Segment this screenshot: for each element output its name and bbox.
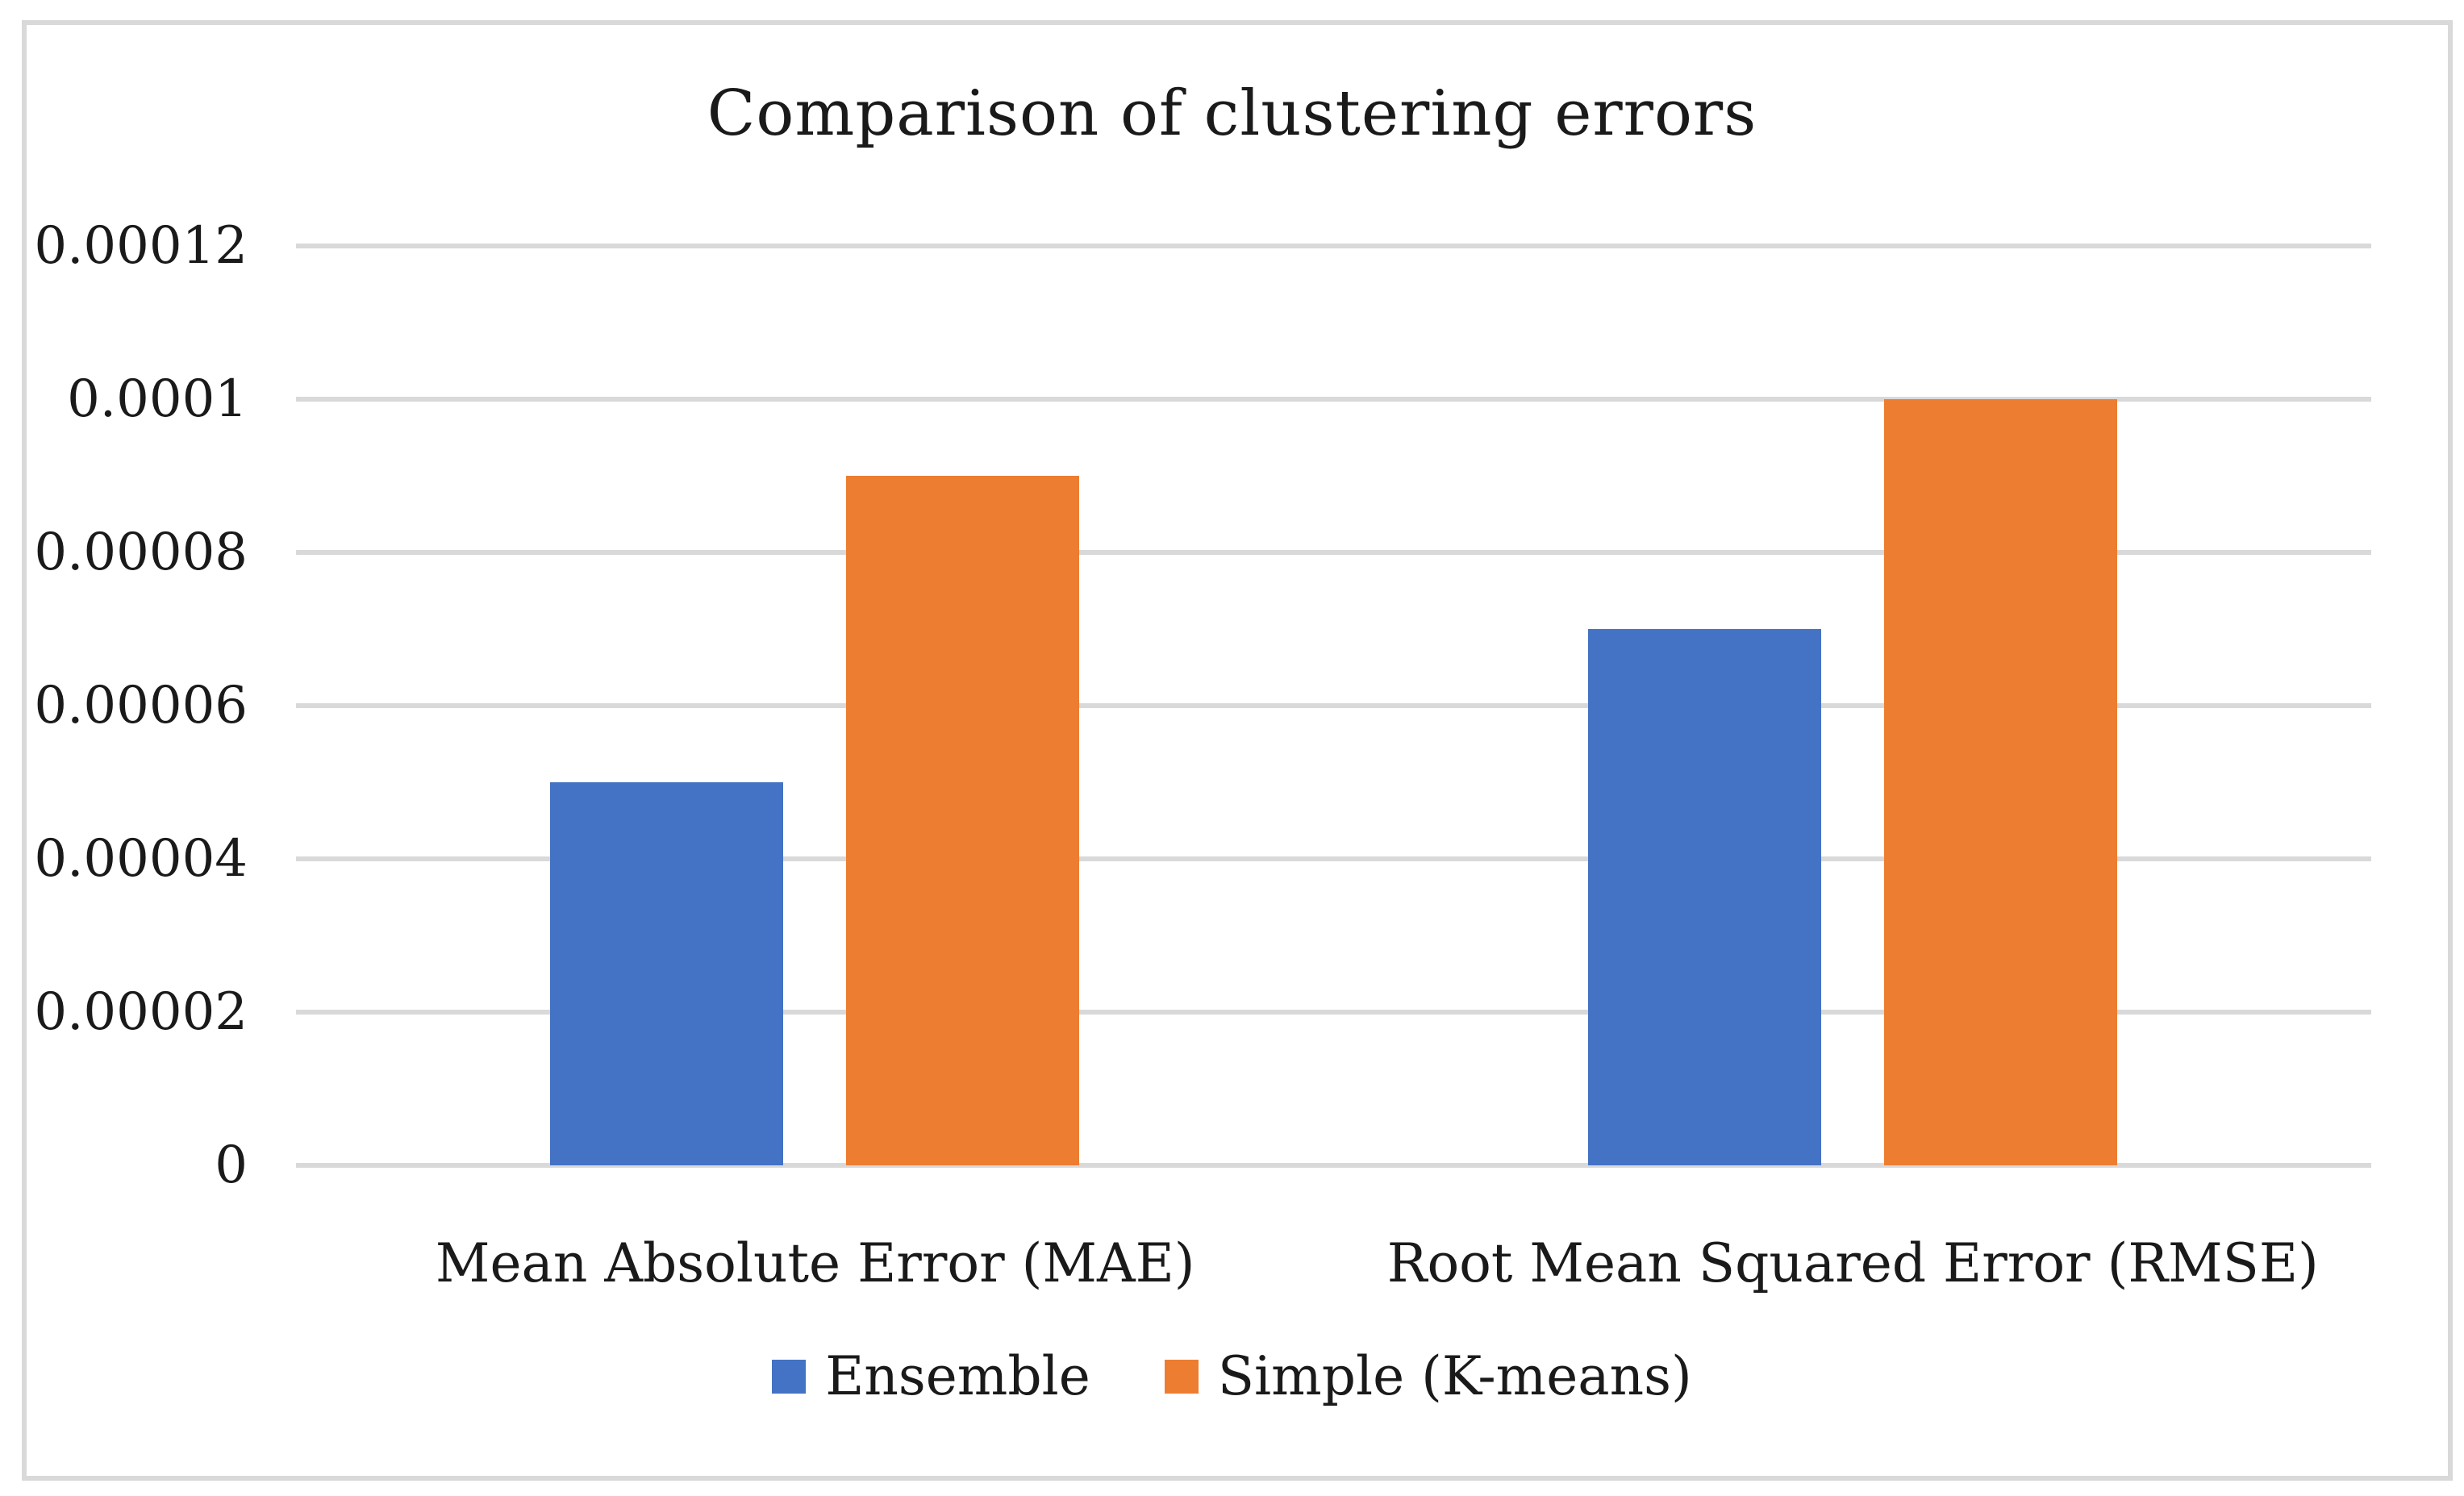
legend-item-simple-k-means: Simple (K-means) [1164, 1345, 1692, 1407]
category-label-mean-absolute-error-mae: Mean Absolute Error (MAE) [435, 1232, 1195, 1294]
gridline-0.00012 [296, 244, 2371, 248]
bar-simple-k-means-mean-absolute-error-mae [846, 476, 1080, 1165]
y-tick-label-0.00006: 0.00006 [34, 676, 248, 735]
gridline-0.00002 [296, 1010, 2371, 1015]
y-tick-label-0.00002: 0.00002 [34, 982, 248, 1042]
category-label-root-mean-squared-error-rmse: Root Mean Squared Error (RMSE) [1386, 1232, 2319, 1294]
y-tick-label-0: 0 [215, 1136, 248, 1195]
legend-label-simple-k-means: Simple (K-means) [1217, 1345, 1692, 1407]
gridline-0.00004 [296, 856, 2371, 861]
legend-item-ensemble: Ensemble [772, 1348, 1090, 1405]
y-tick-label-0.00012: 0.00012 [34, 216, 248, 276]
bar-simple-k-means-root-mean-squared-error-rmse [1883, 399, 2117, 1165]
legend: Ensemble Simple (K-means) [0, 1348, 2464, 1405]
y-tick-label-0.00004: 0.00004 [34, 829, 248, 889]
legend-swatch-simple-k-means [1164, 1360, 1199, 1394]
plot-area [296, 244, 2371, 1168]
bar-ensemble-root-mean-squared-error-rmse [1587, 629, 1821, 1165]
y-tick-label-0.00008: 0.00008 [34, 523, 248, 582]
gridline-0.00008 [296, 550, 2371, 555]
chart-title: Comparison of clustering errors [707, 77, 1757, 150]
bar-ensemble-mean-absolute-error-mae [550, 782, 784, 1165]
gridline-0.00006 [296, 703, 2371, 708]
gridline-0.0001 [296, 397, 2371, 402]
legend-swatch-ensemble [772, 1360, 807, 1394]
x-axis-line [296, 1163, 2371, 1168]
y-tick-label-0.0001: 0.0001 [67, 369, 248, 429]
legend-label-ensemble: Ensemble [825, 1345, 1090, 1407]
